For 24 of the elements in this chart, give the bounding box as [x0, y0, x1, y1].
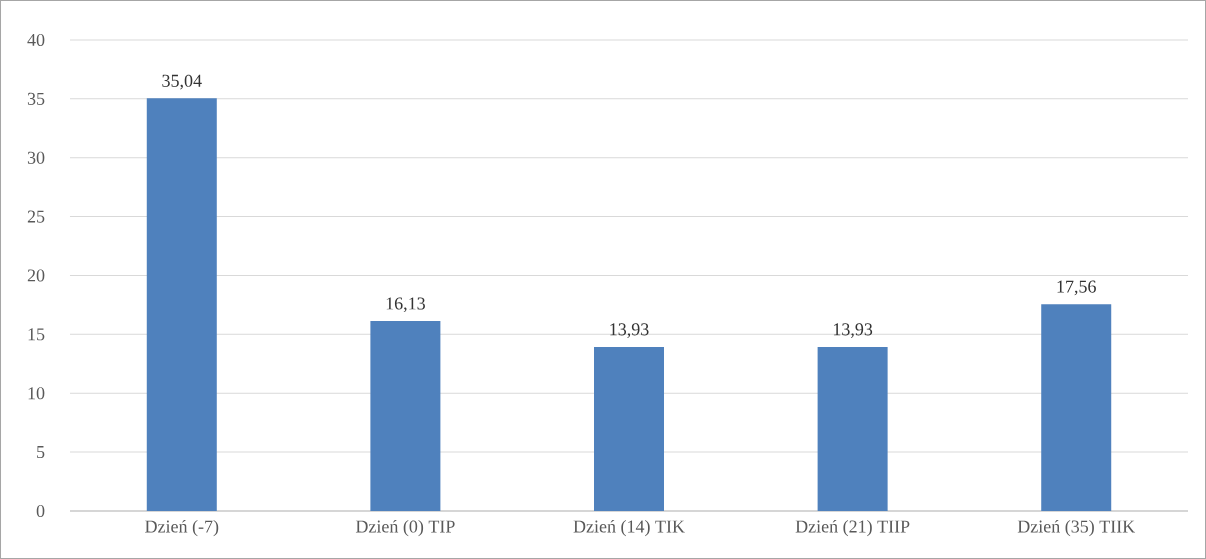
x-tick-label: Dzień (35) TIIK	[1017, 519, 1136, 537]
data-label: 13,93	[833, 323, 873, 339]
bar	[817, 346, 888, 511]
data-label: 13,93	[610, 323, 649, 339]
data-label: 17,56	[1057, 280, 1096, 296]
bar	[1041, 304, 1112, 511]
x-tick-label: Dzień (-7)	[145, 519, 219, 537]
x-tick-label: Dzień (21) TIIP	[795, 519, 910, 537]
y-tick-label: 30	[27, 151, 45, 164]
y-tick-label: 0	[36, 504, 45, 518]
y-tick-label: 25	[27, 210, 45, 223]
y-tick-label: 35	[27, 92, 45, 105]
y-tick-label: 20	[27, 269, 45, 282]
y-tick-label: 40	[27, 33, 45, 47]
y-tick-label: 5	[37, 446, 45, 459]
data-label: 16,13	[386, 297, 425, 313]
y-tick-label: 10	[28, 387, 45, 400]
y-tick-label: 15	[28, 328, 45, 341]
bar	[146, 98, 217, 511]
bar	[594, 346, 665, 511]
x-tick-label: Dzień (0) TIP	[355, 519, 455, 537]
bar	[370, 321, 441, 511]
x-tick-label: Dzień (14) TIK	[573, 519, 685, 537]
data-label: 35,04	[162, 74, 202, 90]
